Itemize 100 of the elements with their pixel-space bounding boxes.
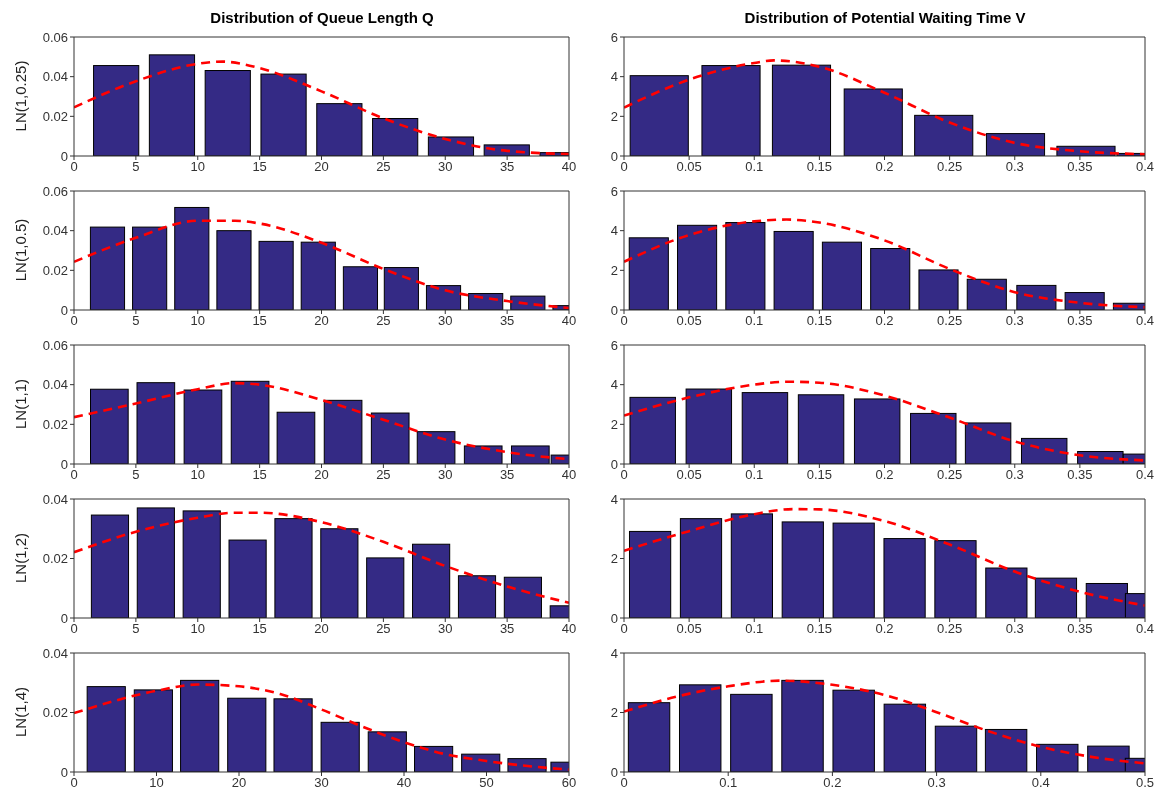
bar <box>367 731 407 772</box>
y-tick-label: 0 <box>60 456 68 472</box>
bar <box>832 522 875 618</box>
x-tick-label: 0.1 <box>719 775 738 791</box>
bar <box>182 510 221 618</box>
bar <box>627 702 671 772</box>
y-tick-label: 2 <box>610 108 618 124</box>
bar <box>984 728 1028 772</box>
x-tick-label: 0.4 <box>1135 621 1155 637</box>
bar <box>463 445 503 464</box>
y-axis-title: LN(1,0.5) <box>11 218 29 282</box>
bar <box>416 431 456 464</box>
y-tick-label: 0 <box>610 302 618 318</box>
bar <box>414 745 454 772</box>
x-tick-label: 0.15 <box>806 159 833 175</box>
bar <box>628 530 672 618</box>
x-tick-label: 5 <box>132 621 140 637</box>
bar <box>180 679 220 772</box>
bar <box>342 266 379 310</box>
bar <box>679 518 723 618</box>
bar <box>133 689 173 772</box>
y-axis-title: LN(1,1) <box>11 378 29 430</box>
y-tick-label: 0.06 <box>42 183 68 199</box>
x-tick-label: 10 <box>190 467 205 483</box>
x-tick-label: 25 <box>376 159 391 175</box>
x-tick-label: 15 <box>252 159 267 175</box>
bar <box>457 575 497 618</box>
x-tick-label: 0 <box>620 775 628 791</box>
bar <box>136 507 175 618</box>
bar <box>230 380 270 464</box>
x-tick-label: 0.25 <box>936 467 963 483</box>
x-tick-label: 0 <box>70 313 78 329</box>
line-series <box>624 507 1145 607</box>
x-tick-label: 40 <box>396 775 412 791</box>
x-tick-label: 10 <box>190 621 205 637</box>
x-tick-label: 0.35 <box>1067 313 1093 329</box>
x-tick-label: 0.5 <box>1135 775 1155 791</box>
bar <box>1016 284 1057 310</box>
x-tick-label: 0.3 <box>1005 621 1024 637</box>
x-tick-label: 15 <box>252 621 267 637</box>
x-tick-label: 25 <box>376 467 391 483</box>
y-tick-label: 4 <box>610 645 618 661</box>
bar <box>964 422 1012 464</box>
bar <box>320 528 359 618</box>
x-tick-label: 0 <box>620 467 628 483</box>
bar <box>821 241 862 310</box>
x-tick-label: 0 <box>70 467 78 483</box>
x-tick-label: 30 <box>438 467 453 483</box>
y-tick-label: 0 <box>610 764 618 780</box>
y-tick-label: 0.06 <box>42 337 68 353</box>
x-tick-label: 0.15 <box>806 313 833 329</box>
y-tick-label: 0.04 <box>42 645 68 661</box>
bar <box>370 412 410 464</box>
bar <box>628 237 669 310</box>
bar <box>1020 437 1068 464</box>
y-tick-label: 0 <box>610 456 618 472</box>
bar <box>914 114 974 156</box>
x-tick-label: 40 <box>561 313 577 329</box>
x-tick-label: 10 <box>190 159 205 175</box>
y-axis-title: LN(1,4) <box>11 686 29 738</box>
bar <box>300 241 336 310</box>
x-tick-label: 0.35 <box>1067 621 1093 637</box>
bar <box>853 398 901 464</box>
bar <box>1034 577 1078 618</box>
bar <box>183 389 223 464</box>
x-tick-label: 5 <box>132 467 140 483</box>
bar <box>90 514 130 618</box>
x-tick-label: 0.2 <box>875 621 894 637</box>
y-tick-label: 2 <box>610 416 618 432</box>
bar <box>93 65 140 156</box>
y-tick-label: 6 <box>610 183 618 199</box>
x-tick-label: 20 <box>231 775 247 791</box>
x-tick-label: 30 <box>314 775 329 791</box>
y-tick-label: 0 <box>60 148 68 164</box>
bar <box>730 513 773 618</box>
bar <box>685 388 733 464</box>
bar <box>273 698 313 772</box>
bar <box>773 230 814 310</box>
bar <box>934 725 978 772</box>
bar <box>258 240 294 310</box>
bar <box>320 721 360 772</box>
y-tick-label: 2 <box>610 705 618 721</box>
y-tick-label: 4 <box>610 377 618 393</box>
y-tick-label: 0.04 <box>42 377 68 393</box>
y-tick-label: 0 <box>610 148 618 164</box>
x-tick-label: 30 <box>438 313 453 329</box>
x-tick-label: 0.4 <box>1135 159 1155 175</box>
bar <box>934 540 977 618</box>
bar <box>425 285 462 310</box>
x-tick-label: 20 <box>314 467 329 483</box>
x-tick-label: 0.25 <box>936 159 963 175</box>
x-tick-label: 0.1 <box>745 467 764 483</box>
x-tick-label: 0.2 <box>823 775 842 791</box>
bar <box>781 679 824 772</box>
chart-title: Distribution of Potential Waiting Time V <box>743 8 1027 28</box>
x-tick-label: 0.15 <box>806 467 833 483</box>
y-tick-label: 4 <box>610 491 618 507</box>
x-tick-label: 0.35 <box>1067 467 1093 483</box>
x-tick-label: 0 <box>620 621 628 637</box>
y-tick-label: 0.02 <box>42 551 68 567</box>
